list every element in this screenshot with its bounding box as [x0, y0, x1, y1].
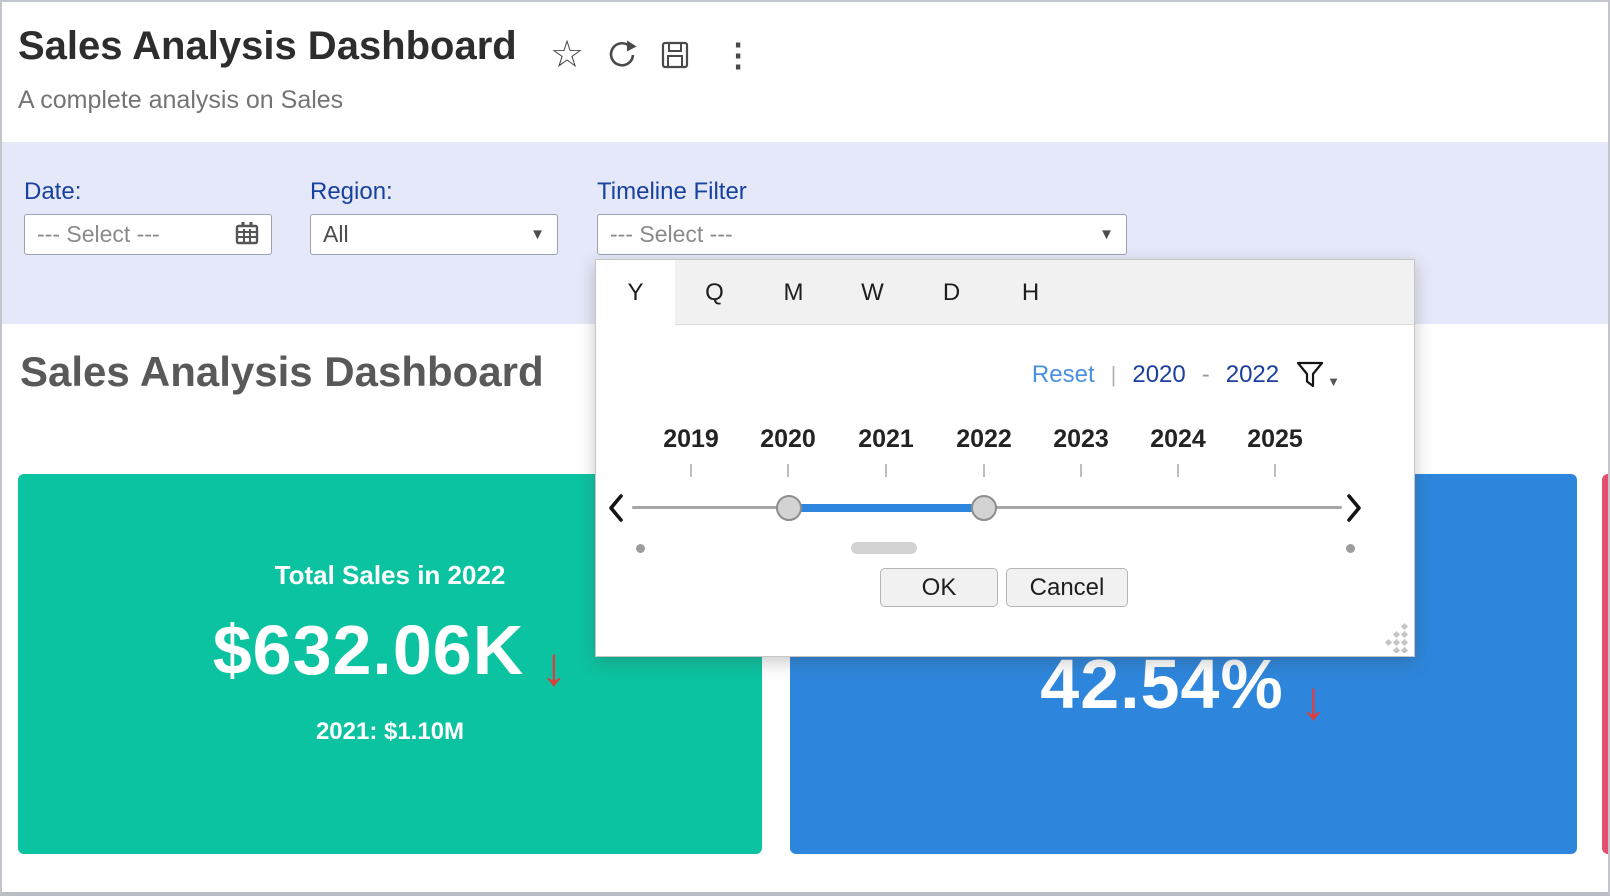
- chevron-down-icon: ▼: [1099, 226, 1114, 243]
- date-filter-select[interactable]: --- Select ---: [24, 214, 272, 255]
- year-tick: [1080, 464, 1082, 477]
- overview-scroll-thumb[interactable]: [851, 542, 917, 554]
- star-glyph: ☆: [550, 34, 585, 76]
- slider-right-arrow[interactable]: [1344, 493, 1364, 523]
- range-summary-row: Reset | 2020 - 2022 ▼: [1032, 360, 1340, 390]
- region-filter-select[interactable]: All ▼: [310, 214, 558, 255]
- year-tick: [885, 464, 887, 477]
- year-label: 2022: [956, 425, 1012, 453]
- save-icon[interactable]: [660, 40, 690, 70]
- ok-button[interactable]: OK: [880, 568, 998, 607]
- header-toolbar: ☆ ⋮: [550, 32, 754, 78]
- kpi-value: $632.06K: [212, 611, 525, 689]
- year-tick: [1274, 464, 1276, 477]
- year-tick: [690, 464, 692, 477]
- trend-down-arrow-icon: ↓: [540, 637, 568, 697]
- year-label: 2023: [1053, 425, 1109, 453]
- timeline-filter-group: Timeline Filter --- Select --- ▼: [597, 142, 1127, 255]
- separator: |: [1110, 362, 1117, 387]
- slider-handle-start[interactable]: [776, 495, 802, 521]
- funnel-icon: [1297, 361, 1324, 388]
- resize-grip-icon[interactable]: [1377, 619, 1411, 653]
- year-label: 2020: [760, 425, 816, 453]
- kpi-title: Total Sales in 2022: [274, 560, 506, 590]
- timeline-filter-label: Timeline Filter: [597, 178, 747, 205]
- chevron-down-icon: ▼: [530, 226, 545, 243]
- kebab-glyph: ⋮: [722, 37, 755, 73]
- section-title: Sales Analysis Dashboard: [20, 348, 544, 395]
- date-filter-group: Date: --- Select ---: [24, 142, 272, 255]
- overview-left-dot: [636, 544, 645, 553]
- kpi-comparison: 2021: $1.10M: [315, 718, 465, 745]
- year-label: 2024: [1150, 425, 1206, 453]
- year-label: 2021: [858, 425, 914, 453]
- more-options-icon[interactable]: ⋮: [712, 36, 754, 74]
- overview-right-dot: [1346, 544, 1355, 553]
- kpi-value: 42.54%: [1040, 645, 1284, 723]
- refresh-icon[interactable]: [606, 39, 638, 71]
- favorite-star-icon[interactable]: ☆: [550, 36, 584, 74]
- timeline-filter-value: --- Select ---: [610, 221, 733, 247]
- region-filter-label: Region:: [310, 178, 393, 205]
- year-tick: [787, 464, 789, 477]
- filter-funnel-button[interactable]: ▼: [1295, 360, 1340, 390]
- tab-month[interactable]: M: [783, 278, 804, 306]
- region-filter-value: All: [323, 221, 349, 247]
- year-tick: [1177, 464, 1179, 477]
- trend-down-arrow-icon: ↓: [1299, 671, 1327, 731]
- date-filter-value: --- Select ---: [37, 221, 160, 247]
- timeline-filter-popup: Y Q M W D H Reset | 2020 - 2022 ▼ 2019 2…: [595, 259, 1415, 657]
- tab-hour[interactable]: H: [1021, 278, 1040, 306]
- region-filter-group: Region: All ▼: [310, 142, 558, 255]
- save-glyph: [661, 41, 689, 69]
- timeline-granularity-tabs: Y Q M W D H: [596, 260, 1414, 326]
- bottom-card-right: [1066, 883, 1600, 892]
- cancel-button[interactable]: Cancel: [1006, 568, 1128, 607]
- calendar-icon: [235, 221, 259, 249]
- kpi-value-row: 42.54% ↓: [790, 644, 1577, 732]
- kpi-value-row: $632.06K ↓: [18, 610, 762, 698]
- tab-quarter[interactable]: Q: [705, 278, 724, 306]
- slider-left-arrow[interactable]: [606, 493, 626, 523]
- range-start-year[interactable]: 2020: [1132, 361, 1186, 388]
- page-title: Sales Analysis Dashboard: [18, 24, 517, 68]
- slider-handle-end[interactable]: [971, 495, 997, 521]
- range-dash: -: [1201, 361, 1210, 388]
- timeline-filter-select[interactable]: --- Select --- ▼: [597, 214, 1127, 255]
- year-tick: [983, 464, 985, 477]
- tab-year[interactable]: Y: [596, 260, 675, 326]
- kpi-card-partial-right: [1602, 474, 1608, 854]
- date-filter-label: Date:: [24, 178, 82, 205]
- slider-selected-range[interactable]: [789, 504, 984, 512]
- year-label: 2019: [663, 425, 719, 453]
- chevron-down-icon: ▼: [1327, 373, 1340, 389]
- page-subtitle: A complete analysis on Sales: [18, 86, 344, 114]
- range-end-year[interactable]: 2022: [1225, 361, 1280, 388]
- bottom-card-left: [35, 883, 1045, 892]
- tab-day[interactable]: D: [942, 278, 961, 306]
- refresh-glyph: [609, 40, 637, 67]
- year-label: 2025: [1247, 425, 1303, 453]
- reset-link[interactable]: Reset: [1031, 361, 1095, 388]
- tab-week[interactable]: W: [861, 278, 884, 306]
